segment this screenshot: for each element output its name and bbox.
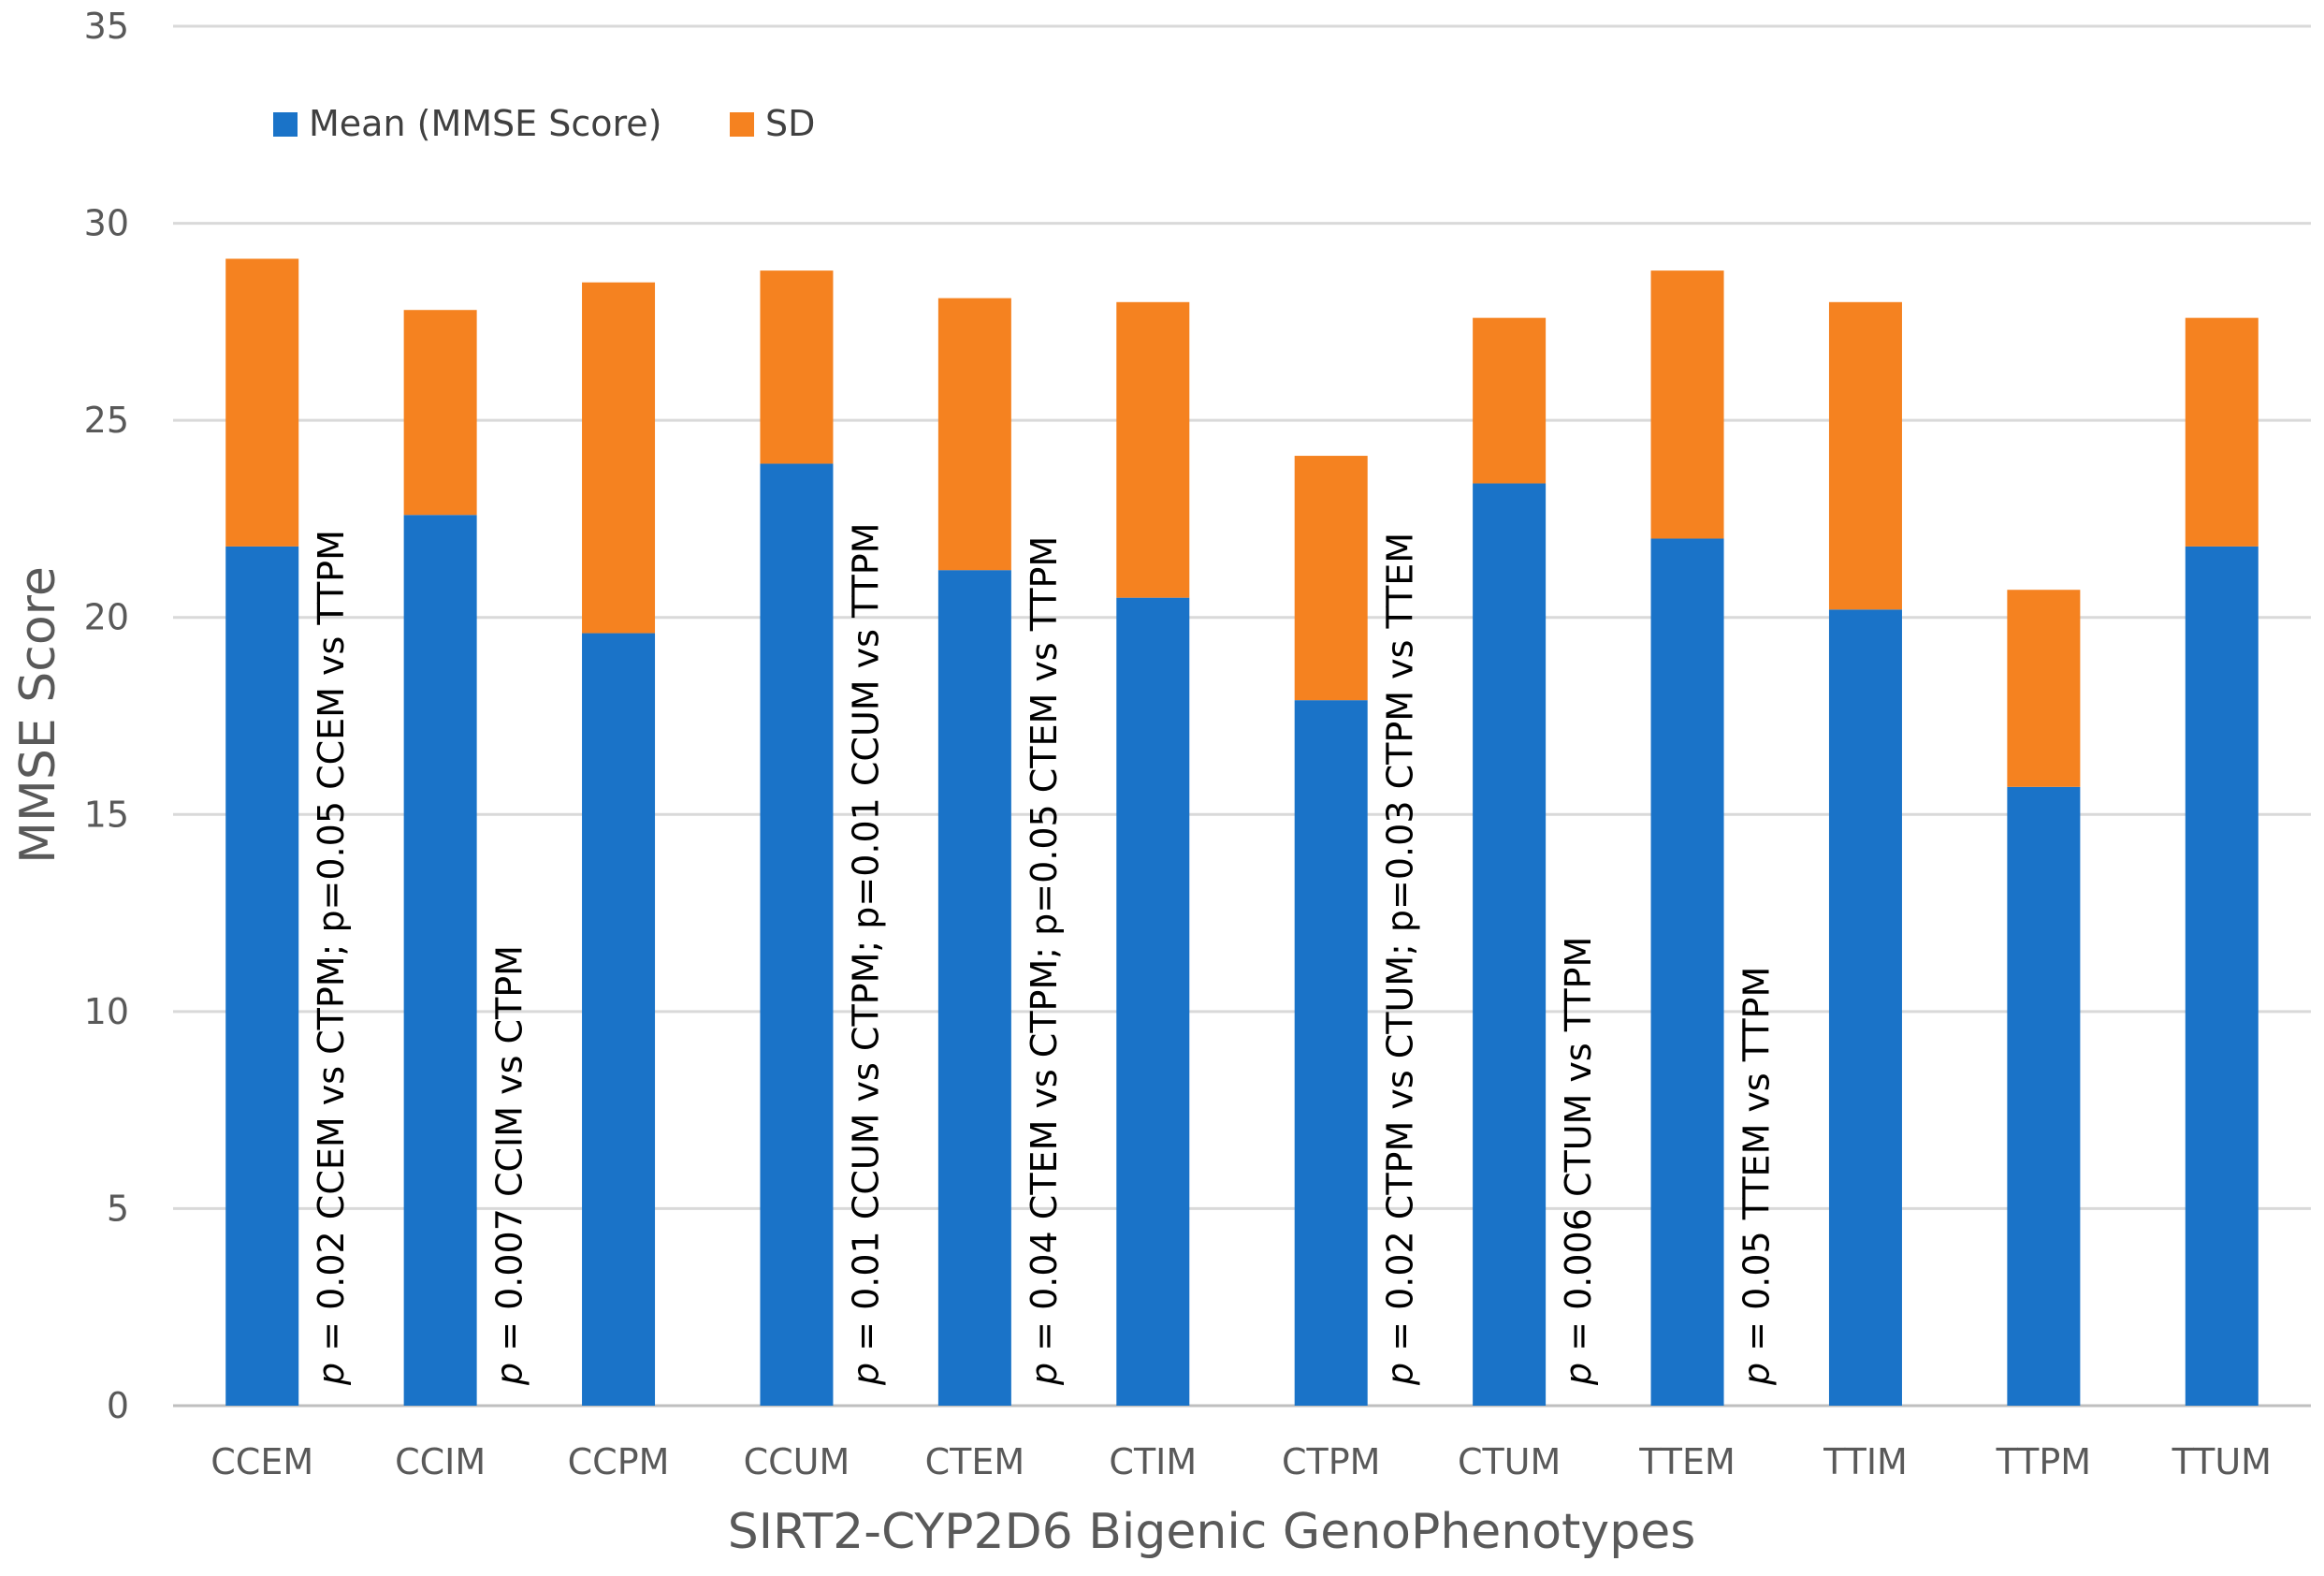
bar-mean-ccim — [403, 515, 477, 1406]
x-tick-label-ctim: CTIM — [1109, 1441, 1197, 1482]
bar-sd-ttem — [1650, 270, 1724, 539]
x-tick-label-ttim: TTIM — [1823, 1441, 1908, 1482]
x-tick-label-ccim: CCIM — [395, 1441, 486, 1482]
bar-sd-ctpm — [1294, 456, 1368, 701]
p-value-annotation-ccum: p = 0.01 CCUM vs CTPM; p=0.01 CCUM vs TT… — [845, 523, 886, 1386]
bar-mean-ttum — [2185, 546, 2259, 1406]
p-value-annotation-ctum: p = 0.006 CTUM vs TTPM — [1558, 937, 1599, 1386]
bar-sd-ccpm — [582, 282, 656, 634]
y-tick-label: 35 — [84, 6, 129, 47]
legend-label-sd: SD — [765, 103, 815, 144]
legend-swatch-sd — [730, 112, 754, 137]
x-tick-label-ctem: CTEM — [925, 1441, 1025, 1482]
p-value-annotations: p = 0.02 CCEM vs CTPM; p=0.05 CCEM vs TT… — [311, 523, 1777, 1386]
x-tick-label-ttum: TTUM — [2171, 1441, 2272, 1482]
x-tick-label-ccpm: CCPM — [568, 1441, 670, 1482]
bar-sd-ctum — [1473, 317, 1547, 484]
x-tick-label-ccem: CCEM — [211, 1441, 313, 1482]
y-axis-ticks: 0 5 10 15 20 25 30 35 — [84, 6, 129, 1426]
bar-sd-ctem — [937, 298, 1011, 571]
x-tick-label-ttem: TTEM — [1638, 1441, 1736, 1482]
bar-mean-ttem — [1650, 538, 1724, 1406]
bar-mean-ctem — [937, 570, 1011, 1406]
y-axis-title: MMSE Score — [10, 566, 66, 864]
x-tick-label-ctum: CTUM — [1458, 1441, 1561, 1482]
bar-sd-ttum — [2185, 317, 2259, 547]
bar-mean-ctim — [1116, 597, 1190, 1406]
bar-sd-ccim — [403, 310, 477, 516]
x-tick-label-ttpm: TTPM — [1996, 1441, 2091, 1482]
x-tick-label-ctpm: CTPM — [1282, 1441, 1380, 1482]
legend-swatch-mean — [273, 112, 298, 137]
p-value-annotation-ctpm: p = 0.02 CTPM vs CTUM; p=0.03 CTPM vs TT… — [1380, 533, 1421, 1386]
bar-sd-ccum — [760, 270, 834, 464]
bar-sd-ttim — [1828, 301, 1902, 610]
bar-mean-ctpm — [1294, 700, 1368, 1406]
x-tick-label-ccum: CCUM — [744, 1441, 850, 1482]
y-tick-label: 5 — [107, 1188, 129, 1229]
bar-sd-ttpm — [2007, 590, 2081, 787]
p-value-annotation-ttem: p = 0.05 TTEM vs TTPM — [1736, 967, 1778, 1386]
gridlines — [173, 24, 2311, 1408]
p-value-annotation-ccim: p = 0.007 CCIM vs CTPM — [489, 945, 530, 1386]
bars — [225, 258, 2259, 1406]
p-value-annotation-ccem: p = 0.02 CCEM vs CTPM; p=0.05 CCEM vs TT… — [311, 530, 352, 1386]
legend-label-mean: Mean (MMSE Score) — [309, 103, 661, 144]
bar-mean-ttim — [1828, 609, 1902, 1406]
bar-mean-ttpm — [2007, 786, 2081, 1406]
p-value-annotation-ctem: p = 0.04 CTEM vs CTPM; p=0.05 CTEM vs TT… — [1024, 536, 1065, 1386]
x-axis-title: SIRT2-CYP2D6 Bigenic GenoPhenotypes — [728, 1504, 1696, 1560]
bar-sd-ccem — [225, 258, 299, 547]
bar-mean-ccum — [760, 463, 834, 1406]
bar-sd-ctim — [1116, 301, 1190, 598]
y-tick-label: 30 — [84, 203, 129, 244]
y-tick-label: 10 — [84, 991, 129, 1032]
y-tick-label: 15 — [84, 794, 129, 835]
y-tick-label: 20 — [84, 597, 129, 638]
x-axis-ticks: CCEM CCIM CCPM CCUM CTEM CTIM CTPM CTUM TTEM TTIM… — [211, 1441, 2272, 1482]
bar-mean-ccem — [225, 546, 299, 1406]
legend: Mean (MMSE Score) SD — [273, 103, 815, 144]
bar-mean-ccpm — [582, 633, 656, 1406]
bar-mean-ctum — [1473, 483, 1547, 1406]
y-tick-label: 25 — [84, 400, 129, 441]
y-tick-label: 0 — [107, 1385, 129, 1426]
